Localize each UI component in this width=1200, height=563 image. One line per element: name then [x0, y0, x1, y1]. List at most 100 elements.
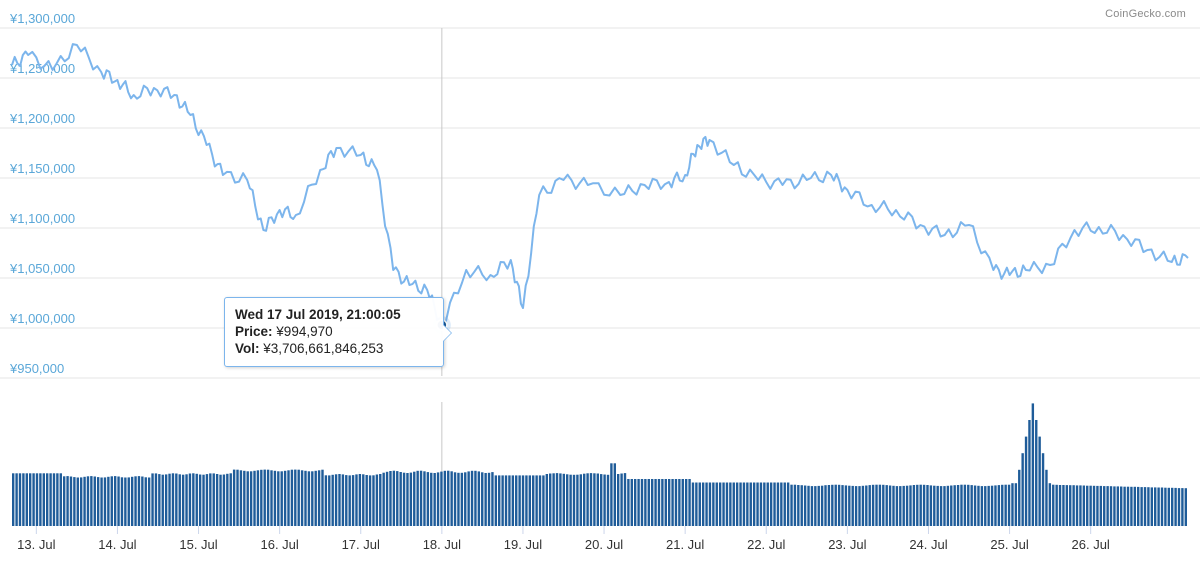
volume-bar	[382, 472, 385, 526]
volume-bar	[725, 482, 729, 526]
volume-bar	[464, 472, 467, 526]
volume-bar	[1143, 487, 1147, 526]
volume-bar	[790, 484, 793, 526]
volume-bar	[117, 476, 120, 526]
volume-bar	[25, 473, 28, 526]
volume-bar	[1181, 488, 1184, 526]
volume-bar	[202, 474, 205, 526]
volume-bar	[950, 485, 953, 526]
volume-bar	[1004, 484, 1007, 526]
volume-bar	[933, 485, 936, 526]
volume-bar	[226, 473, 229, 526]
volume-bar	[837, 484, 841, 526]
volume-bar	[1164, 487, 1167, 526]
volume-bar	[848, 485, 851, 526]
volume-bar	[630, 479, 633, 526]
x-tick-label: 21. Jul	[666, 537, 704, 552]
volume-bar	[154, 473, 158, 526]
volume-bar	[426, 472, 430, 526]
volume-bar	[610, 463, 613, 526]
volume-bar	[168, 473, 171, 526]
volume-bar	[552, 473, 555, 526]
volume-bar	[684, 479, 688, 526]
volume-bar	[266, 469, 270, 526]
volume-bar	[1072, 485, 1075, 526]
volume-bar	[525, 475, 528, 526]
volume-bar	[198, 474, 202, 526]
volume-bar	[1150, 487, 1154, 526]
volume-bar	[273, 470, 277, 526]
volume-bar	[572, 474, 576, 526]
volume-bar	[752, 482, 756, 526]
volume-bar	[1055, 484, 1058, 526]
x-tick-label: 14. Jul	[98, 537, 136, 552]
volume-bar	[229, 473, 232, 526]
volume-bar	[922, 484, 926, 526]
volume-bar	[1130, 486, 1133, 526]
volume-bar	[137, 476, 141, 526]
volume-bar	[372, 475, 375, 526]
volume-bar	[49, 473, 52, 526]
volume-bar	[35, 473, 39, 526]
volume-bar	[532, 475, 535, 526]
volume-bar	[1048, 483, 1052, 526]
volume-bar	[508, 475, 511, 526]
volume-bar	[977, 485, 980, 526]
volume-bar	[18, 473, 22, 526]
tooltip-price-value: ¥994,970	[276, 324, 333, 339]
volume-bar	[994, 485, 997, 526]
tooltip-price-label: Price:	[235, 324, 273, 339]
volume-bar	[175, 473, 178, 526]
volume-bar	[1031, 403, 1035, 526]
volume-bar	[103, 477, 107, 526]
volume-bar	[739, 482, 742, 526]
volume-bar	[579, 474, 583, 526]
y-tick-label: ¥1,200,000	[9, 111, 75, 126]
x-tick-label: 19. Jul	[504, 537, 542, 552]
volume-bar	[307, 471, 311, 526]
volume-bar	[416, 470, 419, 526]
volume-bar	[661, 479, 664, 526]
volume-bar	[831, 484, 834, 526]
volume-bar	[487, 472, 491, 526]
volume-bar	[402, 472, 406, 526]
volume-bar	[970, 485, 973, 526]
volume-bar	[396, 471, 399, 526]
volume-bar	[222, 474, 226, 526]
volume-bar	[1058, 485, 1062, 526]
volume-bar	[45, 473, 49, 526]
volume-bar	[1096, 485, 1099, 526]
volume-bar	[640, 479, 644, 526]
volume-bar	[96, 477, 100, 526]
volume-bar	[1177, 488, 1181, 526]
volume-bar	[120, 477, 124, 526]
volume-bar	[15, 473, 18, 526]
volume-bar	[430, 472, 433, 526]
volume-bar	[470, 470, 474, 526]
tooltip-pointer-inner	[443, 325, 451, 341]
credit-label[interactable]: CoinGecko.com	[1105, 8, 1186, 20]
volume-bar	[1035, 420, 1038, 526]
volume-bar	[219, 474, 222, 526]
volume-bar	[1021, 453, 1024, 526]
volume-bar	[249, 471, 253, 526]
volume-bar	[1171, 487, 1174, 526]
volume-bar	[334, 474, 338, 526]
volume-bar	[164, 474, 168, 526]
volume-bar	[511, 475, 515, 526]
volume-bar	[443, 470, 447, 526]
volume-bar	[368, 475, 372, 526]
volume-bar	[1157, 487, 1160, 526]
volume-bar	[171, 473, 175, 526]
volume-bar	[253, 470, 256, 526]
volume-bar	[583, 473, 586, 526]
volume-bar	[280, 471, 283, 526]
volume-bar	[440, 471, 443, 526]
volume-bar	[834, 484, 837, 526]
volume-bar	[260, 469, 263, 526]
volume-bar	[814, 486, 817, 526]
volume-bar	[436, 472, 440, 526]
volume-bar	[79, 477, 83, 526]
